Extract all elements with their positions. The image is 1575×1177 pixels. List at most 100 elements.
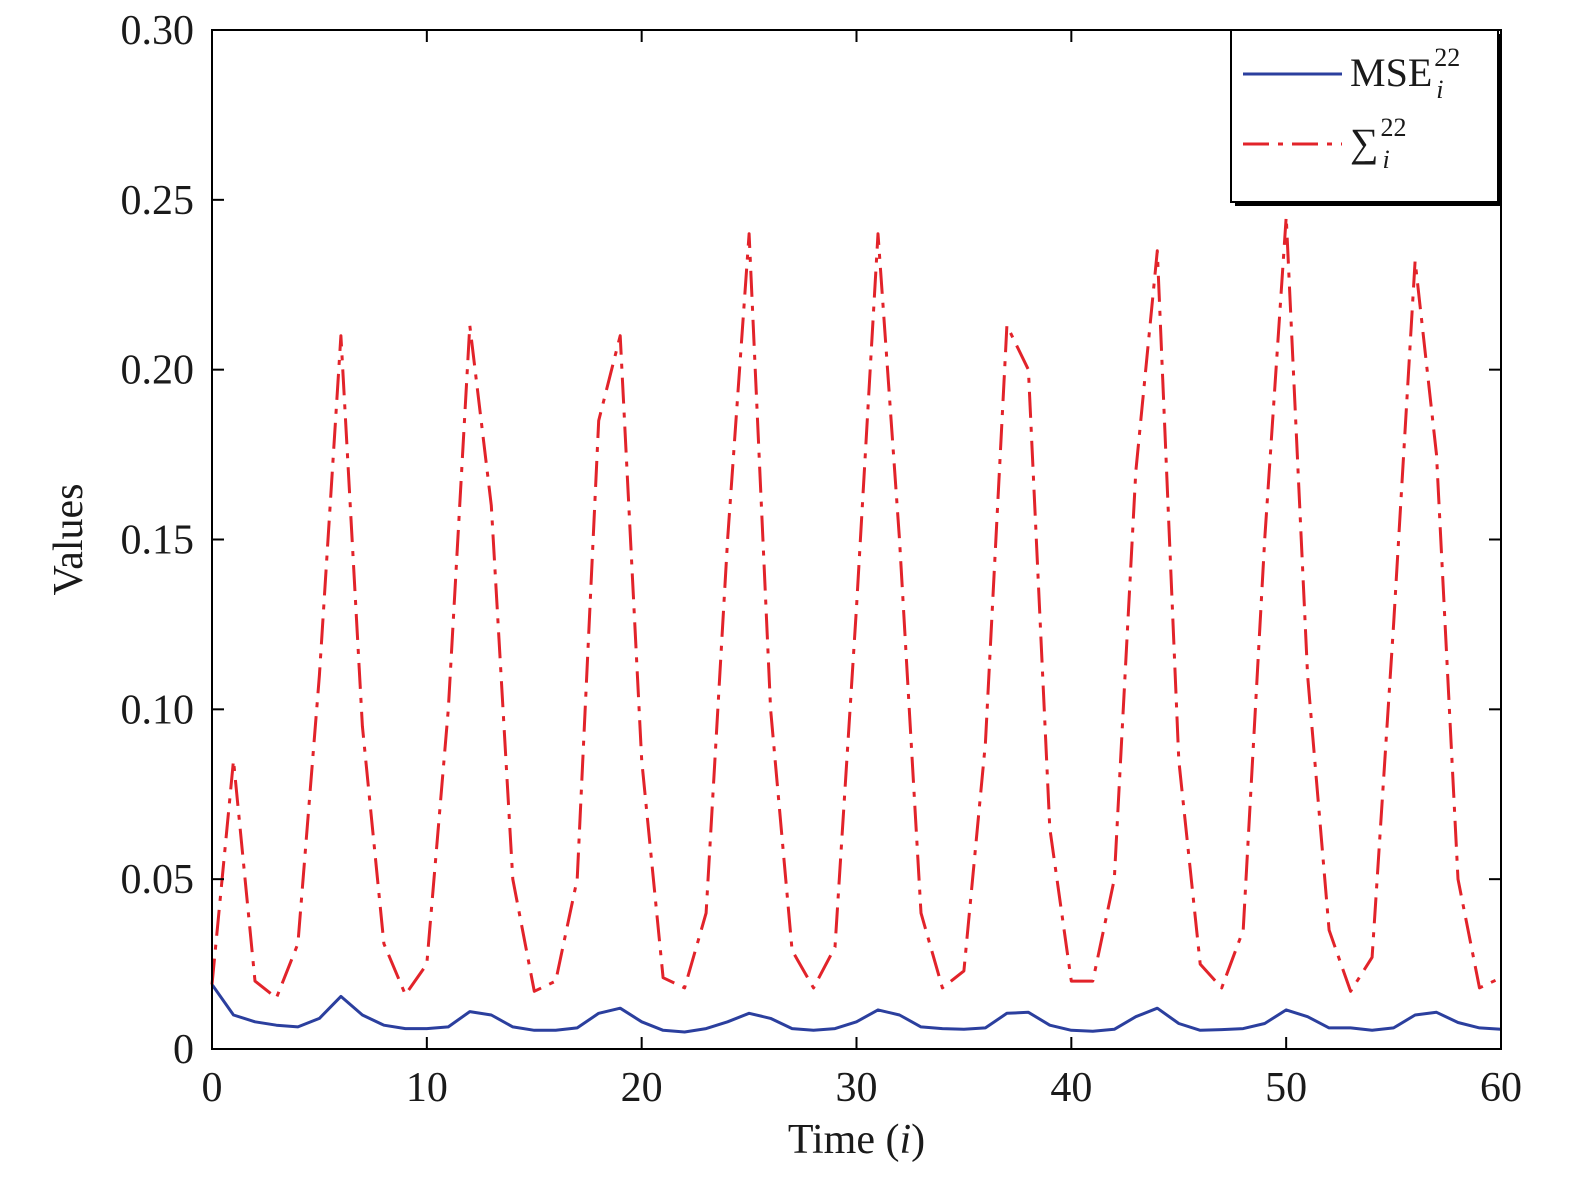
series-0-point	[1479, 1027, 1480, 1028]
series-1-point	[749, 233, 750, 234]
series-line-0	[210, 983, 1502, 1034]
x-tick-label: 20	[621, 1065, 663, 1111]
series-0-point	[491, 1015, 492, 1016]
series-1-point	[319, 675, 320, 676]
series-1-point	[383, 943, 384, 944]
series-0-point	[684, 1032, 685, 1033]
y-tick-label: 0.30	[121, 8, 195, 54]
legend-entries: MSE 22i∑ 22i	[1243, 43, 1460, 174]
y-tick-label: 0.15	[121, 518, 195, 564]
series-1-point	[1221, 987, 1222, 988]
series-1-point	[1178, 760, 1179, 761]
series-0-point	[749, 1013, 750, 1014]
series-1-point	[1372, 957, 1373, 958]
series-0-point	[1028, 1012, 1029, 1013]
series-0-point	[233, 1015, 234, 1016]
series-1-point	[577, 879, 578, 880]
series-0-point	[340, 996, 341, 997]
ticks-layer: 0 10 20 30 40 50 60 0 0.05 0.10 0.15 0.20 0.25 0.30	[121, 8, 1523, 1111]
series-0-point	[706, 1028, 707, 1029]
series-1-point	[1393, 624, 1394, 625]
series-0-point	[1071, 1030, 1072, 1031]
series-0-point	[362, 1015, 363, 1016]
series-0-point	[1200, 1030, 1201, 1031]
series-0-point	[254, 1021, 255, 1022]
series-0-point	[899, 1015, 900, 1016]
series-1-point	[362, 726, 363, 727]
series-1-point	[1307, 675, 1308, 676]
y-tick-label: 0	[173, 1027, 194, 1073]
series-1-point	[877, 233, 878, 234]
series-0-point	[942, 1028, 943, 1029]
series-1-point	[942, 987, 943, 988]
series-0-point	[792, 1028, 793, 1029]
series-1-point	[469, 325, 470, 326]
series-1-point	[856, 607, 857, 608]
series-0-point	[1264, 1023, 1265, 1024]
x-tick-label: 60	[1480, 1065, 1522, 1111]
legend-label-1: ∑	[1350, 120, 1379, 165]
series-0-point	[512, 1026, 513, 1027]
series-1-point	[1049, 828, 1050, 829]
series-0-point	[469, 1011, 470, 1012]
legend-label-0: MSE	[1350, 50, 1432, 95]
legend-sup-0: 22	[1434, 43, 1460, 72]
series-1-point	[1436, 454, 1437, 455]
series-1-point	[641, 760, 642, 761]
series-0-point	[598, 1013, 599, 1014]
series-1-point	[276, 998, 277, 999]
series-0-point	[1436, 1012, 1437, 1013]
series-0-point	[1114, 1029, 1115, 1030]
series-0-point	[663, 1030, 664, 1031]
series-0-point	[1307, 1016, 1308, 1017]
series-1-point	[663, 977, 664, 978]
y-axis-label: Values	[46, 484, 92, 596]
series-1-point	[792, 950, 793, 951]
legend-sub-1: i	[1383, 145, 1390, 174]
series-0-point	[835, 1028, 836, 1029]
series-1-point	[1415, 260, 1416, 261]
x-tick-label: 40	[1050, 1065, 1092, 1111]
x-tick-label: 10	[406, 1065, 448, 1111]
x-axis-label: Time (i)	[788, 1117, 925, 1163]
series-0-point	[1006, 1013, 1007, 1014]
series-1-point	[684, 987, 685, 988]
x-tick-label: 30	[836, 1065, 878, 1111]
series-1-point	[340, 335, 341, 336]
series-layer	[210, 215, 1502, 1034]
series-0-point	[1286, 1009, 1287, 1010]
series-1-point	[1114, 879, 1115, 880]
series-1-point	[448, 709, 449, 710]
x-tick-label: 50	[1265, 1065, 1307, 1111]
series-1-point	[1071, 981, 1072, 982]
series-1-point	[233, 760, 234, 761]
series-0-point	[1157, 1008, 1158, 1009]
series-0-point	[1350, 1027, 1351, 1028]
series-1-point	[813, 987, 814, 988]
series-0-point	[770, 1018, 771, 1019]
series-1-point	[1479, 987, 1480, 988]
series-1-point	[1135, 471, 1136, 472]
series-1-point	[598, 420, 599, 421]
y-tick-label: 0.20	[121, 348, 195, 394]
series-0-point	[1372, 1030, 1373, 1031]
series-1-point	[770, 709, 771, 710]
series-1-point	[963, 970, 964, 971]
y-tick-label: 0.25	[121, 178, 195, 224]
series-0-point	[577, 1027, 578, 1028]
series-1-point	[1350, 991, 1351, 992]
series-1-point	[1286, 216, 1287, 217]
series-0-point	[813, 1030, 814, 1031]
series-1-point	[1264, 539, 1265, 540]
series-0-point	[426, 1028, 427, 1029]
series-0-point	[1243, 1028, 1244, 1029]
series-1-point	[920, 913, 921, 914]
series-1-point	[254, 981, 255, 982]
series-0-point	[1092, 1031, 1093, 1032]
series-0-point	[1135, 1016, 1136, 1017]
series-0-point	[1329, 1027, 1330, 1028]
legend-sup-1: 22	[1381, 113, 1407, 142]
series-0-point	[383, 1025, 384, 1026]
legend-sub-0: i	[1436, 75, 1443, 104]
